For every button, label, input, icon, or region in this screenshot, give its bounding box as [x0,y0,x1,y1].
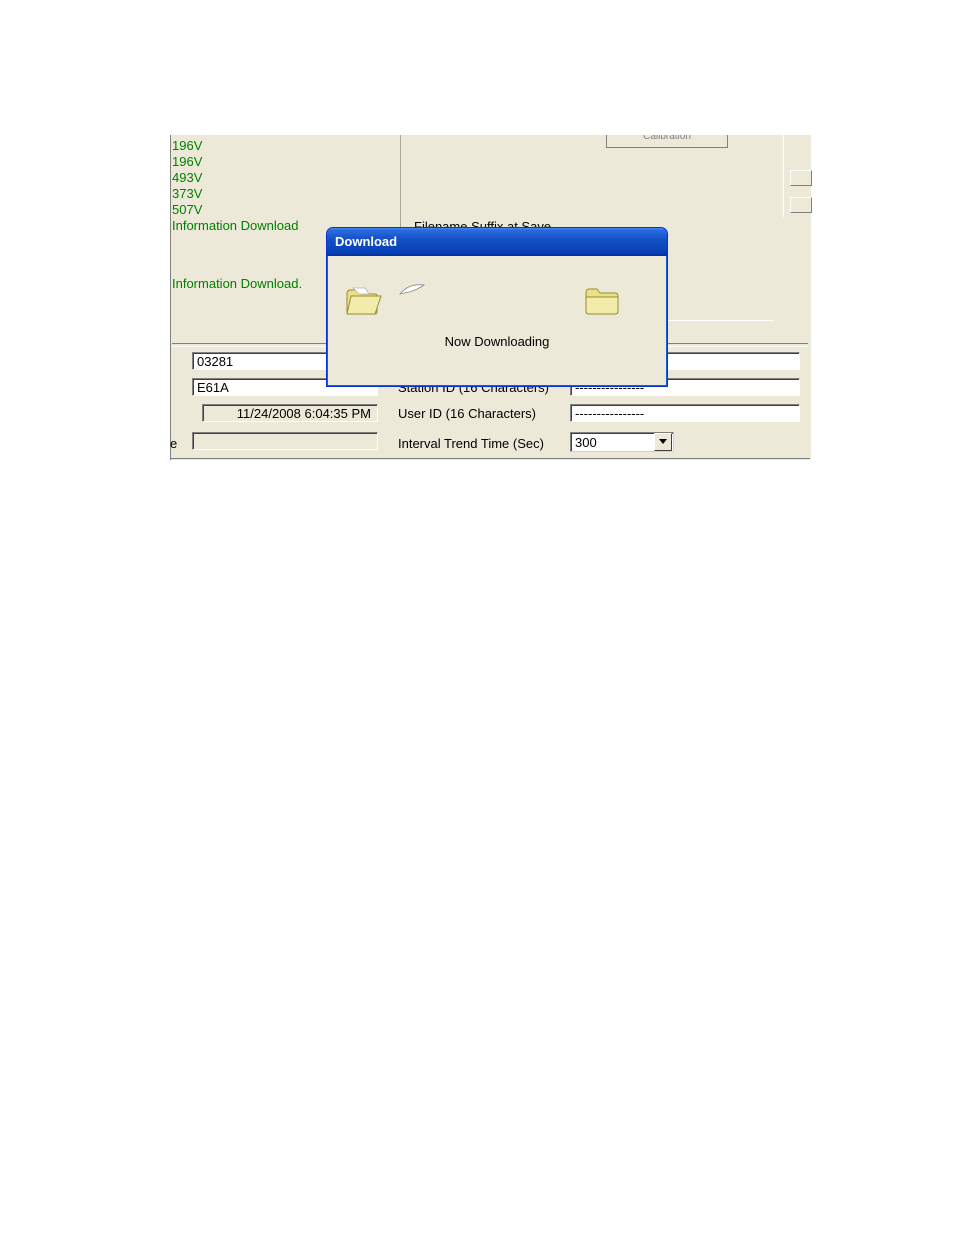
interval-label: Interval Trend Time (Sec) [398,436,544,451]
download-dialog-titlebar[interactable]: Download [327,228,667,256]
log-line-4: 373V [172,186,202,201]
download-dialog-title: Download [335,234,397,249]
side-button-2[interactable] [790,197,812,213]
user-id-field[interactable]: ---------------- [570,404,800,422]
log-line-6: Information Download [172,218,298,233]
side-button-1[interactable] [790,170,812,186]
folder-closed-icon [583,284,621,316]
device-id-value: 03281 [197,354,233,369]
log-line-1: 196V [172,138,202,153]
interval-combo-value: 300 [571,435,653,450]
download-dialog-body: Now Downloading [327,256,667,384]
log-line-3: 493V [172,170,202,185]
log-line-7: Information Download. [172,276,302,291]
datetime-field: 11/24/2008 6:04:35 PM [202,404,378,422]
download-dialog: Download [326,227,668,387]
calibration-button-label: Calibration [643,135,691,142]
user-id-label: User ID (16 Characters) [398,406,536,421]
download-status-text: Now Downloading [327,334,667,349]
folder-open-icon [345,284,383,316]
paper-icon [399,282,425,300]
log-line-2: 196V [172,154,202,169]
app-bottom-border [170,458,810,461]
calibration-button[interactable]: Calibration [606,135,728,148]
left-fragment-e: e [170,436,177,451]
model-value: E61A [197,380,229,395]
chevron-down-icon[interactable] [654,433,672,451]
blank-field [192,432,378,450]
datetime-value: 11/24/2008 6:04:35 PM [237,406,371,421]
user-id-value: ---------------- [575,406,644,421]
log-line-5: 507V [172,202,202,217]
interval-combo[interactable]: 300 [570,432,674,452]
stage: { "colors": { "window_bg": "#ece9d8", "l… [0,0,954,1235]
